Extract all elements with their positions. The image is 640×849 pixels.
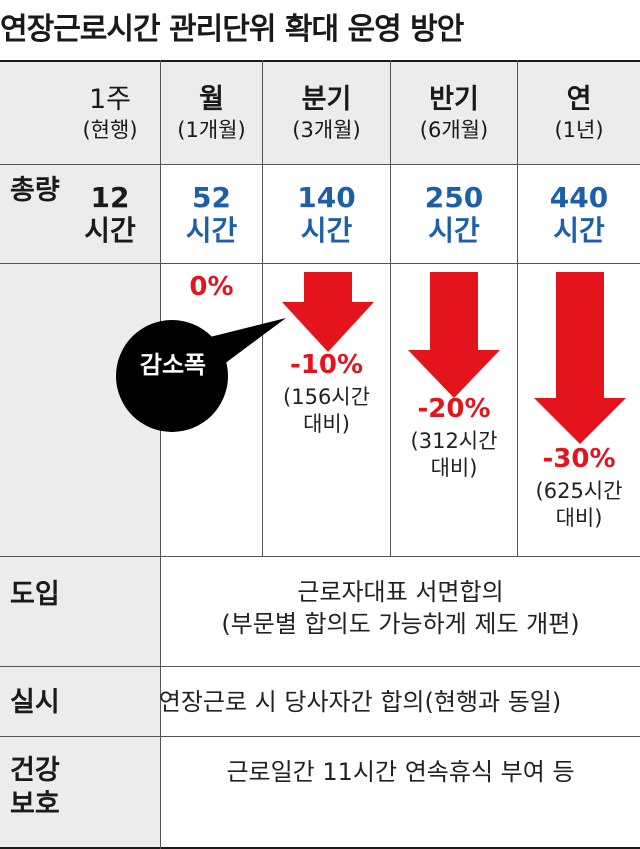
reduction-quarter-basis: (156시간 대비) (263, 384, 390, 438)
comparison-table: 1주 (현행) 월 (1개월) 분기 (3개월) 반기 (6개월) 연 (1년)… (0, 60, 640, 849)
column-header-month: 월 (1개월) (161, 74, 262, 154)
header-row-shade (0, 60, 640, 164)
label-line: 보호 (10, 789, 60, 820)
vline-quarter (390, 60, 391, 556)
label-line: 건강 (10, 755, 60, 786)
reduction-half-basis: (312시간 대비) (391, 428, 517, 482)
total-week: 12 시간 (60, 170, 160, 258)
total-quarter: 140 시간 (263, 170, 390, 258)
reduction-year-basis: (625시간 대비) (518, 478, 640, 532)
total-number: 12 (90, 181, 130, 214)
row-label-health: 건강 보호 (10, 754, 60, 822)
table-top-border (0, 60, 640, 62)
total-unit: 시간 (553, 214, 605, 247)
vline-month (262, 60, 263, 556)
divider-reduction (0, 556, 640, 557)
speech-bubble-icon (116, 318, 286, 432)
basis-line: (156시간 (283, 385, 370, 409)
column-sub: (1년) (554, 118, 604, 142)
column-name: 월 (199, 84, 224, 115)
basis-line: 대비) (430, 456, 478, 480)
column-sub: (1개월) (177, 118, 246, 142)
total-year: 440 시간 (518, 170, 640, 258)
column-sub: (6개월) (419, 118, 489, 142)
row-label-total: 총량 (10, 175, 60, 206)
page-title: 연장근로시간 관리단위 확대 운영 방안 (0, 12, 464, 47)
basis-line: (312시간 (410, 429, 498, 453)
total-number: 440 (549, 181, 609, 214)
reduction-year-pct: -30% (542, 444, 616, 474)
column-name: 연 (566, 84, 592, 115)
total-month: 52 시간 (161, 170, 262, 258)
intro-line: (부문별 합의도 가능하게 제도 개편) (221, 610, 580, 638)
basis-line: 대비) (303, 412, 350, 436)
total-half: 250 시간 (391, 170, 517, 258)
column-sub: (현행) (82, 118, 138, 142)
column-name: 분기 (301, 84, 352, 115)
basis-line: 대비) (555, 506, 603, 530)
vline-half (517, 60, 518, 556)
row-label-exec: 실시 (10, 687, 60, 718)
total-unit: 시간 (84, 214, 136, 247)
total-unit: 시간 (185, 214, 238, 247)
column-header-year: 연 (1년) (518, 74, 640, 154)
total-unit: 시간 (300, 214, 353, 247)
intro-line: 근로자대표 서면합의 (297, 578, 504, 606)
row-label-intro: 도입 (10, 579, 60, 610)
exec-text: 연장근로 시 당사자간 합의(현행과 동일) (158, 688, 562, 716)
divider-exec (0, 736, 640, 737)
total-unit: 시간 (428, 214, 480, 247)
column-name: 1주 (88, 84, 132, 115)
column-name: 반기 (429, 84, 479, 115)
divider-total (0, 263, 640, 264)
divider-intro (0, 666, 640, 667)
label-column-shade (0, 60, 160, 849)
reduction-month-pct: 0% (189, 272, 234, 302)
divider-header (0, 164, 640, 165)
total-number: 52 (192, 181, 231, 214)
table-bottom-border (0, 847, 640, 849)
column-sub: (3개월) (292, 118, 361, 142)
basis-line: (625시간 (535, 479, 623, 503)
down-arrow-icon (408, 272, 500, 398)
health-text: 근로일간 11시간 연속휴식 부여 등 (226, 758, 575, 786)
down-arrow-icon (534, 272, 626, 444)
column-header-quarter: 분기 (3개월) (263, 74, 390, 154)
total-number: 140 (297, 181, 356, 214)
down-arrow-icon (282, 272, 374, 352)
column-header-half: 반기 (6개월) (391, 74, 517, 154)
total-number: 250 (424, 181, 484, 214)
reduction-half-pct: -20% (417, 394, 491, 424)
intro-text: 근로자대표 서면합의 (부문별 합의도 가능하게 제도 개편) (161, 576, 640, 640)
reduction-quarter-pct: -10% (289, 350, 364, 380)
vline-label (160, 60, 161, 849)
bubble-label: 감소폭 (139, 351, 207, 379)
column-header-week: 1주 (현행) (60, 74, 160, 154)
